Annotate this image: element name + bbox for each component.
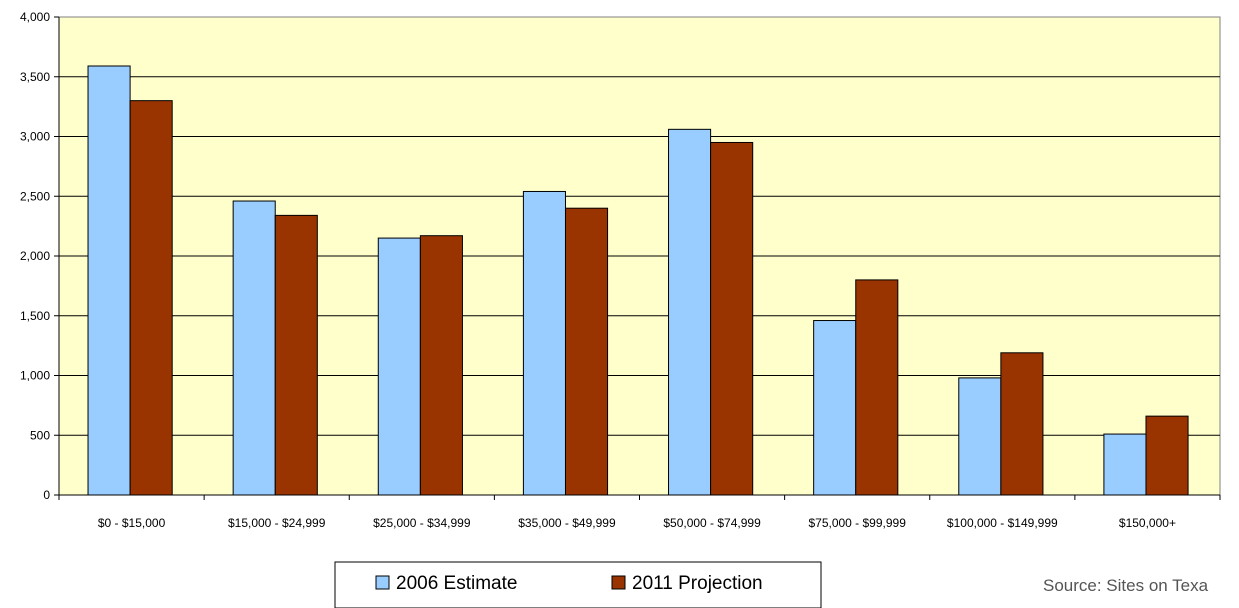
bar-series2 [710, 141, 754, 496]
source-note: Source: Sites on Texa [1043, 576, 1209, 595]
y-tick-label: 0 [43, 488, 50, 502]
bar-series2 [1145, 415, 1189, 496]
bar-series1 [522, 190, 566, 496]
y-axis: 0 500 1,000 1,500 2,000 2,500 3,000 3,500 4,000 [20, 10, 60, 502]
y-tick-label: 500 [30, 428, 50, 442]
x-tick-label: $75,000 - $99,999 [808, 516, 906, 530]
y-tick-label: 1,500 [20, 309, 50, 323]
y-tick-label: 3,000 [20, 130, 50, 144]
bar-series1 [1103, 433, 1147, 496]
x-tick-label: $15,000 - $24,999 [228, 516, 326, 530]
bar-series1 [668, 128, 712, 496]
legend-swatch-2006-estimate [375, 575, 390, 590]
x-tick-label: $25,000 - $34,999 [373, 516, 471, 530]
bar-series2 [564, 207, 609, 496]
bar-series1 [87, 65, 131, 496]
x-tick-label: $0 - $15,000 [98, 516, 166, 530]
bar-series2 [419, 235, 463, 496]
x-axis: $0 - $15,000 $15,000 - $24,999 $25,000 - $… [58, 494, 1221, 530]
legend-label-2011-projection: 2011 Projection [632, 573, 763, 594]
legend-swatch-2011-projection [611, 575, 626, 590]
legend: 2006 Estimate 2011 Projection [334, 561, 822, 608]
bars [87, 65, 1189, 496]
bar-series2 [1000, 352, 1044, 496]
y-tick-label: 4,000 [20, 10, 50, 24]
bar-series2 [129, 100, 173, 496]
legend-label-2006-estimate: 2006 Estimate [396, 573, 517, 594]
x-tick-label: $50,000 - $74,999 [663, 516, 761, 530]
y-tick-label: 3,500 [20, 70, 50, 84]
bar-series1 [813, 320, 857, 496]
y-tick-label: 2,500 [20, 189, 50, 203]
bar-series1 [958, 377, 1002, 496]
y-tick-label: 1,000 [20, 369, 50, 383]
y-tick-label: 2,000 [20, 249, 50, 263]
x-tick-label: $100,000 - $149,999 [947, 516, 1058, 530]
bar-series1 [232, 200, 276, 496]
bar-series2 [855, 279, 899, 496]
legend-box [334, 561, 822, 608]
x-tick-label: $150,000+ [1119, 516, 1176, 530]
bar-series1 [377, 237, 421, 496]
x-tick-label: $35,000 - $49,999 [518, 516, 616, 530]
bar-series2 [274, 214, 318, 496]
